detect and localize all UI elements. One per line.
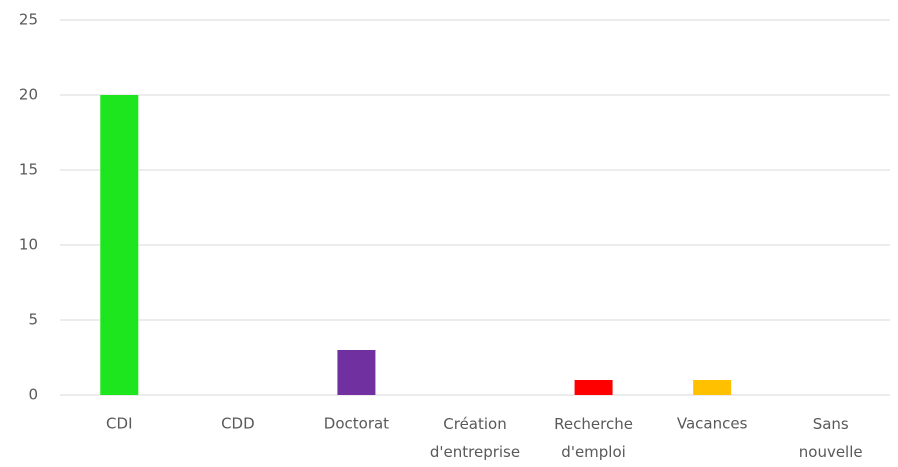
x-tick-label: Recherche d'emploi xyxy=(554,415,633,461)
y-tick-label: 0 xyxy=(28,386,38,404)
y-tick-label: 10 xyxy=(19,236,38,254)
bar xyxy=(337,350,376,395)
x-tick-label: Création d'entreprise xyxy=(430,415,520,461)
x-tick-label: CDI xyxy=(106,415,132,433)
y-tick-label: 5 xyxy=(28,311,38,329)
x-tick-label: Sans nouvelle xyxy=(799,415,863,461)
y-tick-label: 15 xyxy=(19,161,38,179)
x-tick-label: Doctorat xyxy=(324,415,389,433)
x-tick-label: CDD xyxy=(221,415,255,433)
bar xyxy=(693,380,732,395)
bar xyxy=(100,95,139,395)
x-tick-label: Vacances xyxy=(677,415,748,433)
bar xyxy=(574,380,613,395)
y-tick-label: 25 xyxy=(19,11,38,29)
y-tick-label: 20 xyxy=(19,86,38,104)
